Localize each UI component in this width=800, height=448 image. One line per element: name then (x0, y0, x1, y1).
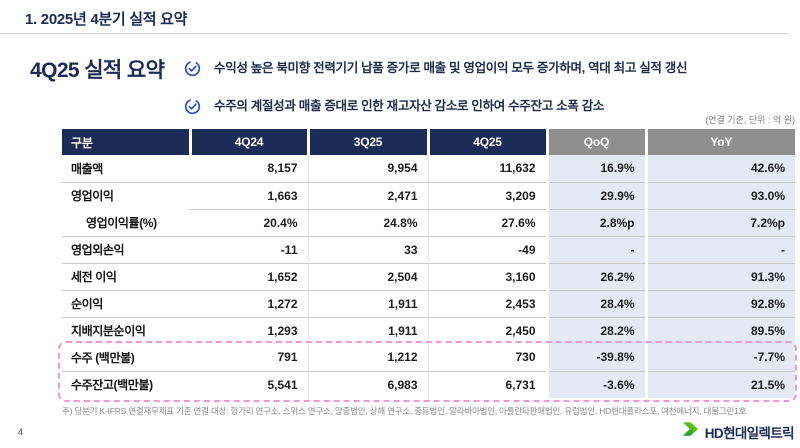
cell-4q25: 11,632 (427, 155, 547, 182)
cell-yoy: 89.5% (644, 316, 795, 344)
row-label: 영업이익률(%) (86, 216, 157, 230)
bullet-text: 수익성 높은 북미향 전력기기 납품 증가로 매출 및 영업이익 모두 증가하며… (214, 61, 688, 75)
column-header-yoy: YoY (644, 129, 795, 155)
logo-text: HD현대일렉트릭 (704, 425, 795, 441)
row-label: 순이익 (62, 289, 190, 317)
cell-qoq: 26.2% (545, 262, 646, 290)
column-header-qoq: QoQ (545, 129, 646, 155)
cell-qoq: - (545, 235, 646, 263)
cell-3q25: 1,911 (307, 316, 428, 344)
footnote: 주) 당분기 K-IFRS 연결재무제표 기준 연결 대상: 헝가리 연구소, … (62, 406, 747, 416)
company-logo: HD현대일렉트릭 (681, 420, 795, 443)
bullet-text: 수주의 계절성과 매출 증대로 인한 재고자산 감소로 인하여 수주잔고 소폭 … (214, 99, 605, 113)
cell-4q25: 2,453 (427, 289, 547, 317)
cell-qoq: 28.4% (545, 289, 646, 317)
column-header-3q25: 3Q25 (306, 129, 428, 155)
table-row: 수주 (백만불) 791 1,212 730 -39.8% -7.7% (62, 344, 795, 371)
cell-3q25: 24.8% (307, 208, 428, 236)
cell-4q24: -11 (190, 235, 308, 263)
table-row: 수주잔고(백만불) 5,541 6,983 6,731 -3.6% 21.5% (62, 370, 795, 398)
cell-4q25: 6,731 (427, 370, 547, 398)
hd-hyundai-arrow-icon (681, 420, 700, 443)
cell-yoy: 93.0% (644, 181, 795, 209)
cell-qoq: 29.9% (545, 181, 646, 209)
cell-4q25: 3,209 (427, 181, 547, 209)
table-row: 매출액 8,157 9,954 11,632 16.9% 42.6% (62, 155, 795, 182)
cell-4q25: 2,450 (427, 316, 547, 344)
section-heading: 4Q25 실적 요약 (30, 59, 165, 82)
cell-qoq: 2.8%p (545, 208, 646, 236)
bullet-item: 수주의 계절성과 매출 증대로 인한 재고자산 감소로 인하여 수주잔고 소폭 … (184, 98, 789, 120)
cell-yoy: 92.8% (644, 289, 795, 317)
column-header-4q24: 4Q24 (188, 129, 308, 155)
cell-yoy: 91.3% (644, 262, 795, 290)
cell-yoy: 42.6% (644, 155, 795, 182)
check-circle-icon (184, 60, 201, 82)
cell-yoy: 7.2%p (644, 208, 795, 236)
row-label: 영업외손익 (62, 235, 190, 263)
table-header: 구분 4Q24 3Q25 4Q25 QoQ YoY (62, 129, 795, 155)
cell-3q25: 6,983 (307, 370, 428, 398)
cell-3q25: 1,911 (307, 289, 428, 317)
table-body: 매출액 8,157 9,954 11,632 16.9% 42.6% 영업이익 1,663 2,… (62, 155, 795, 398)
cell-3q25: 1,212 (307, 344, 428, 371)
cell-4q24: 1,652 (190, 262, 308, 290)
cell-3q25: 2,471 (307, 181, 428, 209)
cell-4q24: 1,272 (190, 289, 308, 317)
bullet-list: 수익성 높은 북미향 전력기기 납품 증가로 매출 및 영업이익 모두 증가하며… (184, 60, 789, 120)
cell-4q25: 3,160 (427, 262, 547, 290)
cell-3q25: 33 (307, 235, 428, 263)
cell-4q24: 8,157 (267, 161, 298, 176)
table-row: 영업이익률(%) 20.4% 24.8% 27.6% 2.8%p 7.2%p (62, 208, 795, 236)
table-row: 순이익 1,272 1,911 2,453 28.4% 92.8% (62, 289, 795, 317)
page-number: 4 (18, 427, 24, 437)
row-label: 매출액 (71, 161, 103, 176)
cell-4q24: 1,293 (190, 316, 308, 344)
row-label: 영업이익 (62, 181, 190, 209)
cell-3q25: 9,954 (307, 155, 428, 182)
cell-qoq: -3.6% (545, 370, 646, 398)
cell-qoq: -39.8% (545, 344, 646, 371)
title-divider (0, 33, 790, 34)
cell-4q24: 791 (277, 350, 298, 365)
table-row: 지배지분순이익 1,293 1,911 2,450 28.2% 89.5% (62, 316, 795, 344)
row-label: 수주 (백만불) (71, 350, 135, 365)
cell-yoy: -7.7% (644, 344, 795, 371)
column-header-4q25: 4Q25 (426, 129, 547, 155)
table-row: 영업이익 1,663 2,471 3,209 29.9% 93.0% (62, 181, 795, 209)
check-circle-icon (184, 98, 201, 120)
table-row: 영업외손익 -11 33 -49- - (62, 235, 795, 263)
row-label: 수주잔고(백만불) (62, 370, 190, 398)
row-label: 지배지분순이익 (62, 316, 190, 344)
cell-4q24: 5,541 (190, 370, 308, 398)
cell-yoy: 21.5% (644, 370, 795, 398)
page-title: 1. 2025년 4분기 실적 요약 (25, 11, 188, 28)
table-row: 세전 이익 1,652 2,504 3,160 26.2% 91.3% (62, 262, 795, 290)
row-label: 세전 이익 (62, 262, 190, 290)
column-header-gubun: 구분 (62, 129, 190, 155)
financial-table: 구분 4Q24 3Q25 4Q25 QoQ YoY 매출액 8,157 9,954 1… (62, 129, 795, 398)
cell-qoq: 28.2% (545, 316, 646, 344)
bullet-item: 수익성 높은 북미향 전력기기 납품 증가로 매출 및 영업이익 모두 증가하며… (184, 60, 789, 82)
cell-4q25: 730 (427, 344, 547, 371)
cell-yoy: - (644, 235, 795, 263)
cell-4q25: 27.6% (427, 208, 547, 236)
cell-3q25: 2,504 (307, 262, 428, 290)
cell-4q25: -49 (427, 235, 547, 263)
cell-qoq: 16.9% (545, 155, 646, 182)
unit-note: (연결 기준, 단위 : 억 원) (705, 115, 795, 125)
header-row: 구분 4Q24 3Q25 4Q25 QoQ YoY (62, 129, 795, 155)
cell-4q24: 1,663 (190, 181, 308, 209)
cell-4q24: 20.4% (190, 208, 308, 236)
